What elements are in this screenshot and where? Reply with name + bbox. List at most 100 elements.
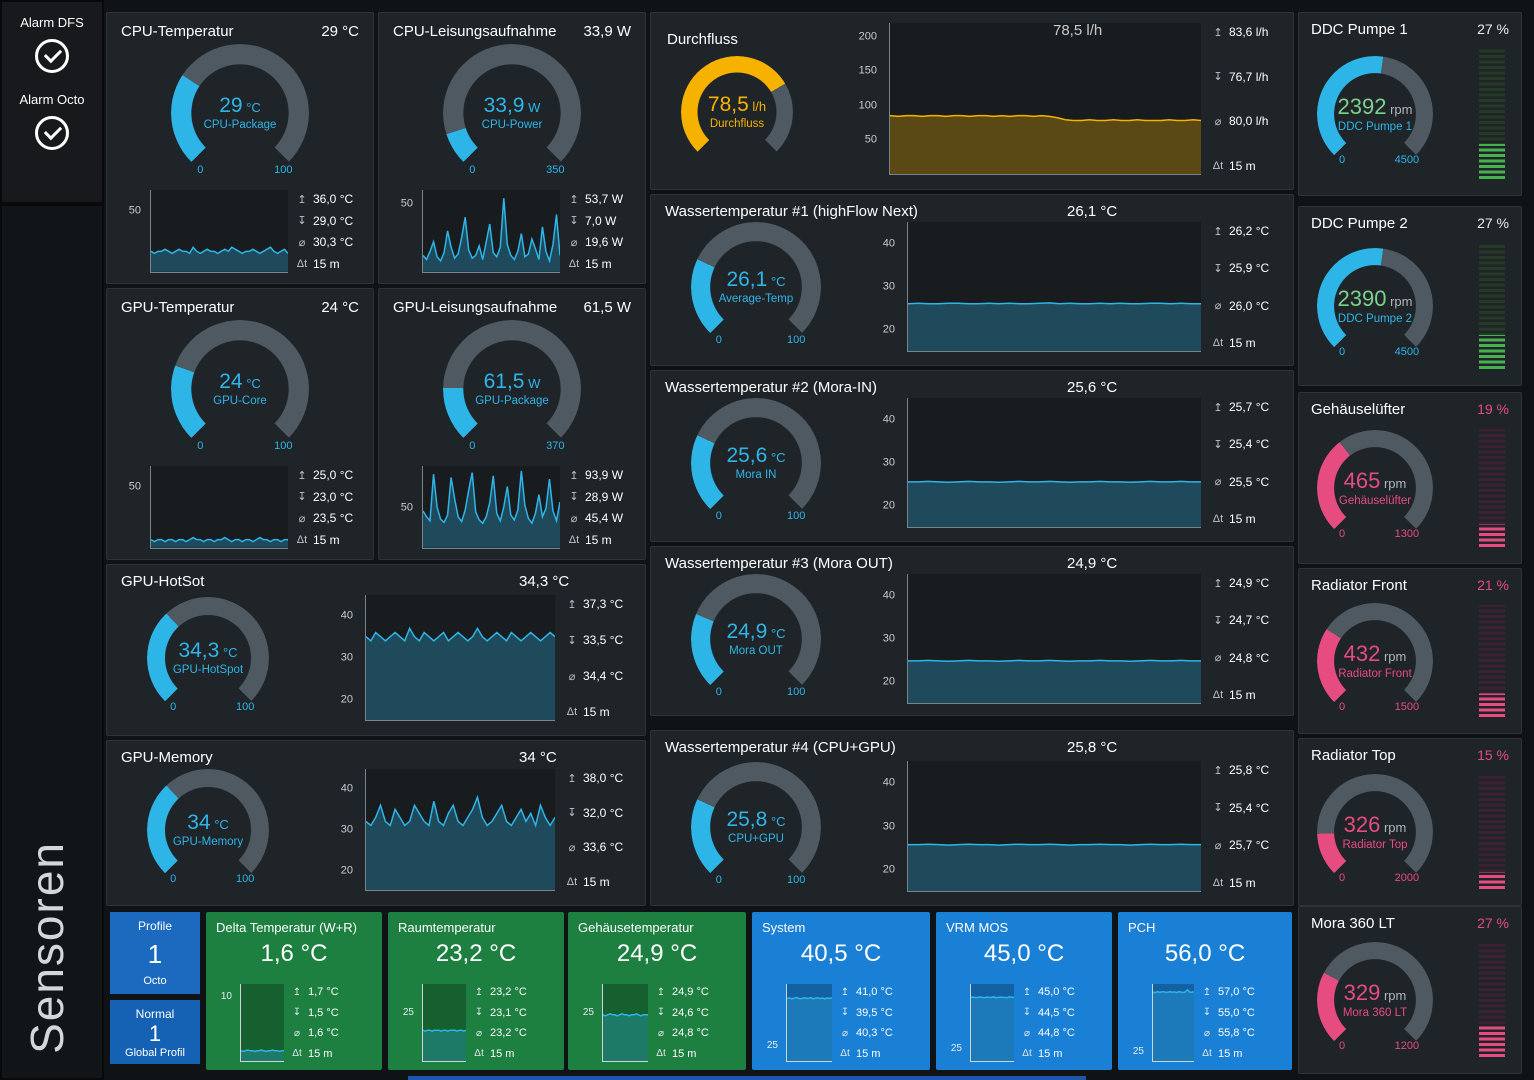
tile-value: 40,5 °C [800,940,882,967]
gauge-readout: 25,8 °C CPU+GPU [691,762,821,892]
chart-stats: ↥ 26,2 °C ↧ 25,9 °C ⌀ 26,0 °C Δt 15 m [1209,222,1279,352]
gauge-label: GPU-Core [213,395,267,408]
stat-min: ↧ 29,0 °C [295,214,359,228]
card-water-temp-4: Wassertemperatur #4 (CPU+GPU) 25,8 °C 25,… [650,730,1294,906]
gpu-power-chart [422,466,560,549]
stat-max: ↥ 25,8 °C [1211,763,1279,777]
flow-gauge: 78,5 l/h Durchfluss [681,56,793,168]
gauge-value: 34,3 °C [178,639,238,662]
water-temp-4-gauge: 25,8 °C CPU+GPU 0 100 [691,761,821,892]
stat-max: ↥ 25,7 °C [1211,400,1279,414]
stat-avg: ⌀ 23,2 °C [472,1027,554,1039]
card-title: GPU-Temperatur [121,299,235,316]
stat-avg-icon: ⌀ [293,1027,301,1039]
stat-dt: Δt 15 m [838,1048,920,1060]
stat-dt-icon: Δt [1212,159,1224,172]
flow-chart [889,23,1201,175]
water-temp-3-chart [907,574,1201,704]
gauge-label: CPU-Power [481,119,543,132]
sidebar: Alarm DFS Alarm Octo Sensoren [0,0,104,1080]
stat-max: ↥ 26,2 °C [1211,224,1279,238]
tile-pch-temperature: PCH 56,0 °C 25 ↥ 57,0 °C ↧ 55,0 °C ⌀ 55,8 °C Δt… [1118,912,1292,1070]
stat-avg: ⌀ 1,6 °C [290,1027,372,1039]
gpu-memory-chart [365,769,555,891]
profile-target: Octo [143,975,167,987]
chart-y-axis: 25 [582,1007,594,1019]
gauge-label: Radiator Top [1342,838,1408,851]
stat-max: ↥ 57,0 °C [1200,986,1282,998]
tile-room-temperature: Raumtemperatur 23,2 °C 25 ↥ 23,2 °C ↧ 23,1 °… [388,912,564,1070]
stat-min-icon: ↧ [474,1007,484,1019]
gauge-value: 25,6 °C [726,444,786,467]
gauge-min: 0 [715,334,722,346]
stat-max-icon: ↥ [569,193,579,206]
gauge-value: 34 °C [187,811,229,834]
profile-tile-octo[interactable]: Profile 1 Octo [110,912,200,994]
stat-max: ↥ 24,9 °C [654,986,736,998]
profile-tile-global[interactable]: Normal 1 Global Profil [110,1000,200,1064]
stat-max-icon: ↥ [1213,401,1223,414]
stat-min: ↧ 76,7 l/h [1211,70,1279,84]
stat-avg-icon: ⌀ [1214,839,1222,852]
gauge-readout: 24,9 °C Mora OUT [691,574,821,704]
gauge-max: 1500 [1394,701,1420,713]
water-temp-4-chart [907,761,1201,892]
delta-temp-chart [240,984,284,1062]
gauge-min: 0 [1339,528,1346,540]
gauge-value: 24,9 °C [726,620,786,643]
card-title: Wassertemperatur #4 (CPU+GPU) [665,739,896,756]
gauge-label: Mora OUT [729,645,783,657]
gauge-value: 26,1 °C [726,268,786,291]
stat-max-icon: ↥ [1022,986,1032,998]
tile-title: System [762,920,806,935]
stat-dt-icon: Δt [1212,512,1224,525]
gpu-memory-gauge: 34 °C GPU-Memory 0 100 [147,769,269,891]
stat-max-icon: ↥ [656,986,666,998]
profile-number: 1 [148,1021,162,1046]
card-title: Radiator Top [1311,747,1396,764]
stat-avg-icon: ⌀ [1214,476,1222,489]
gauge-label: DDC Pumpe 1 [1337,120,1413,133]
alarm-dfs: Alarm DFS [2,2,102,73]
stat-min: ↧ 28,9 W [567,490,631,504]
chart-y-axis: 200 150 100 50 [858,30,877,146]
stat-avg-icon: ⌀ [475,1027,483,1039]
gauge-label: Gehäuselüfter [1338,494,1412,507]
chart-y-axis: 25 [950,1042,962,1054]
chart-y-axis: 50 [400,197,413,210]
chart-y-axis: 40 30 20 [882,237,895,336]
stat-min: ↧ 44,5 °C [1020,1007,1102,1019]
chart-stats: ↥ 41,0 °C ↧ 39,5 °C ⌀ 40,3 °C Δt 15 m [836,984,920,1062]
stat-dt: Δt 15 m [568,532,612,547]
stat-min: ↧ 24,6 °C [654,1007,736,1019]
gauge-ring [691,222,821,352]
duty-cycle-value: 27 % [1477,215,1509,231]
stat-min-icon: ↧ [297,215,307,228]
system-temp-chart [786,984,832,1062]
alarm-octo-ok-icon[interactable] [35,116,69,150]
chart-y-axis: 50 [128,204,141,217]
stat-dt: Δt 15 m [472,1048,554,1060]
chart-stats: ↥ 24,9 °C ↧ 24,6 °C ⌀ 24,8 °C Δt 15 m [652,984,736,1062]
duty-cycle-value: 27 % [1477,21,1509,37]
gauge-ring [171,44,309,183]
chart-y-axis: 50 [400,501,413,514]
chart-y-axis: 40 30 20 [340,782,353,877]
stat-dt: Δt 15 m [1212,335,1256,350]
page-title: Sensoren [21,841,73,1054]
card-ddc-pump-1: DDC Pumpe 1 27 % 2392 rpm DDC Pumpe 1 0 4500 [1298,12,1522,196]
gauge-ring [147,597,269,719]
gauge-max: 350 [546,164,565,177]
ddc-pump-2-gauge: 2390 rpm DDC Pumpe 2 0 4500 [1317,248,1433,364]
cpu-power-gauge: 33,9 W CPU-Power 0 350 [443,44,581,183]
alarm-dfs-ok-icon[interactable] [35,39,69,73]
tile-value: 24,9 °C [616,940,698,967]
gauge-ring [443,320,581,459]
stat-dt-icon: Δt [296,257,308,270]
card-water-temp-1: Wassertemperatur #1 (highFlow Next) 26,1 … [650,194,1294,366]
chart-y-axis: 40 30 20 [882,413,895,512]
stat-min-icon: ↧ [1213,802,1223,815]
pump-level-meter [1479,49,1505,179]
stat-max-icon: ↥ [567,772,577,785]
stat-max-icon: ↥ [474,986,484,998]
